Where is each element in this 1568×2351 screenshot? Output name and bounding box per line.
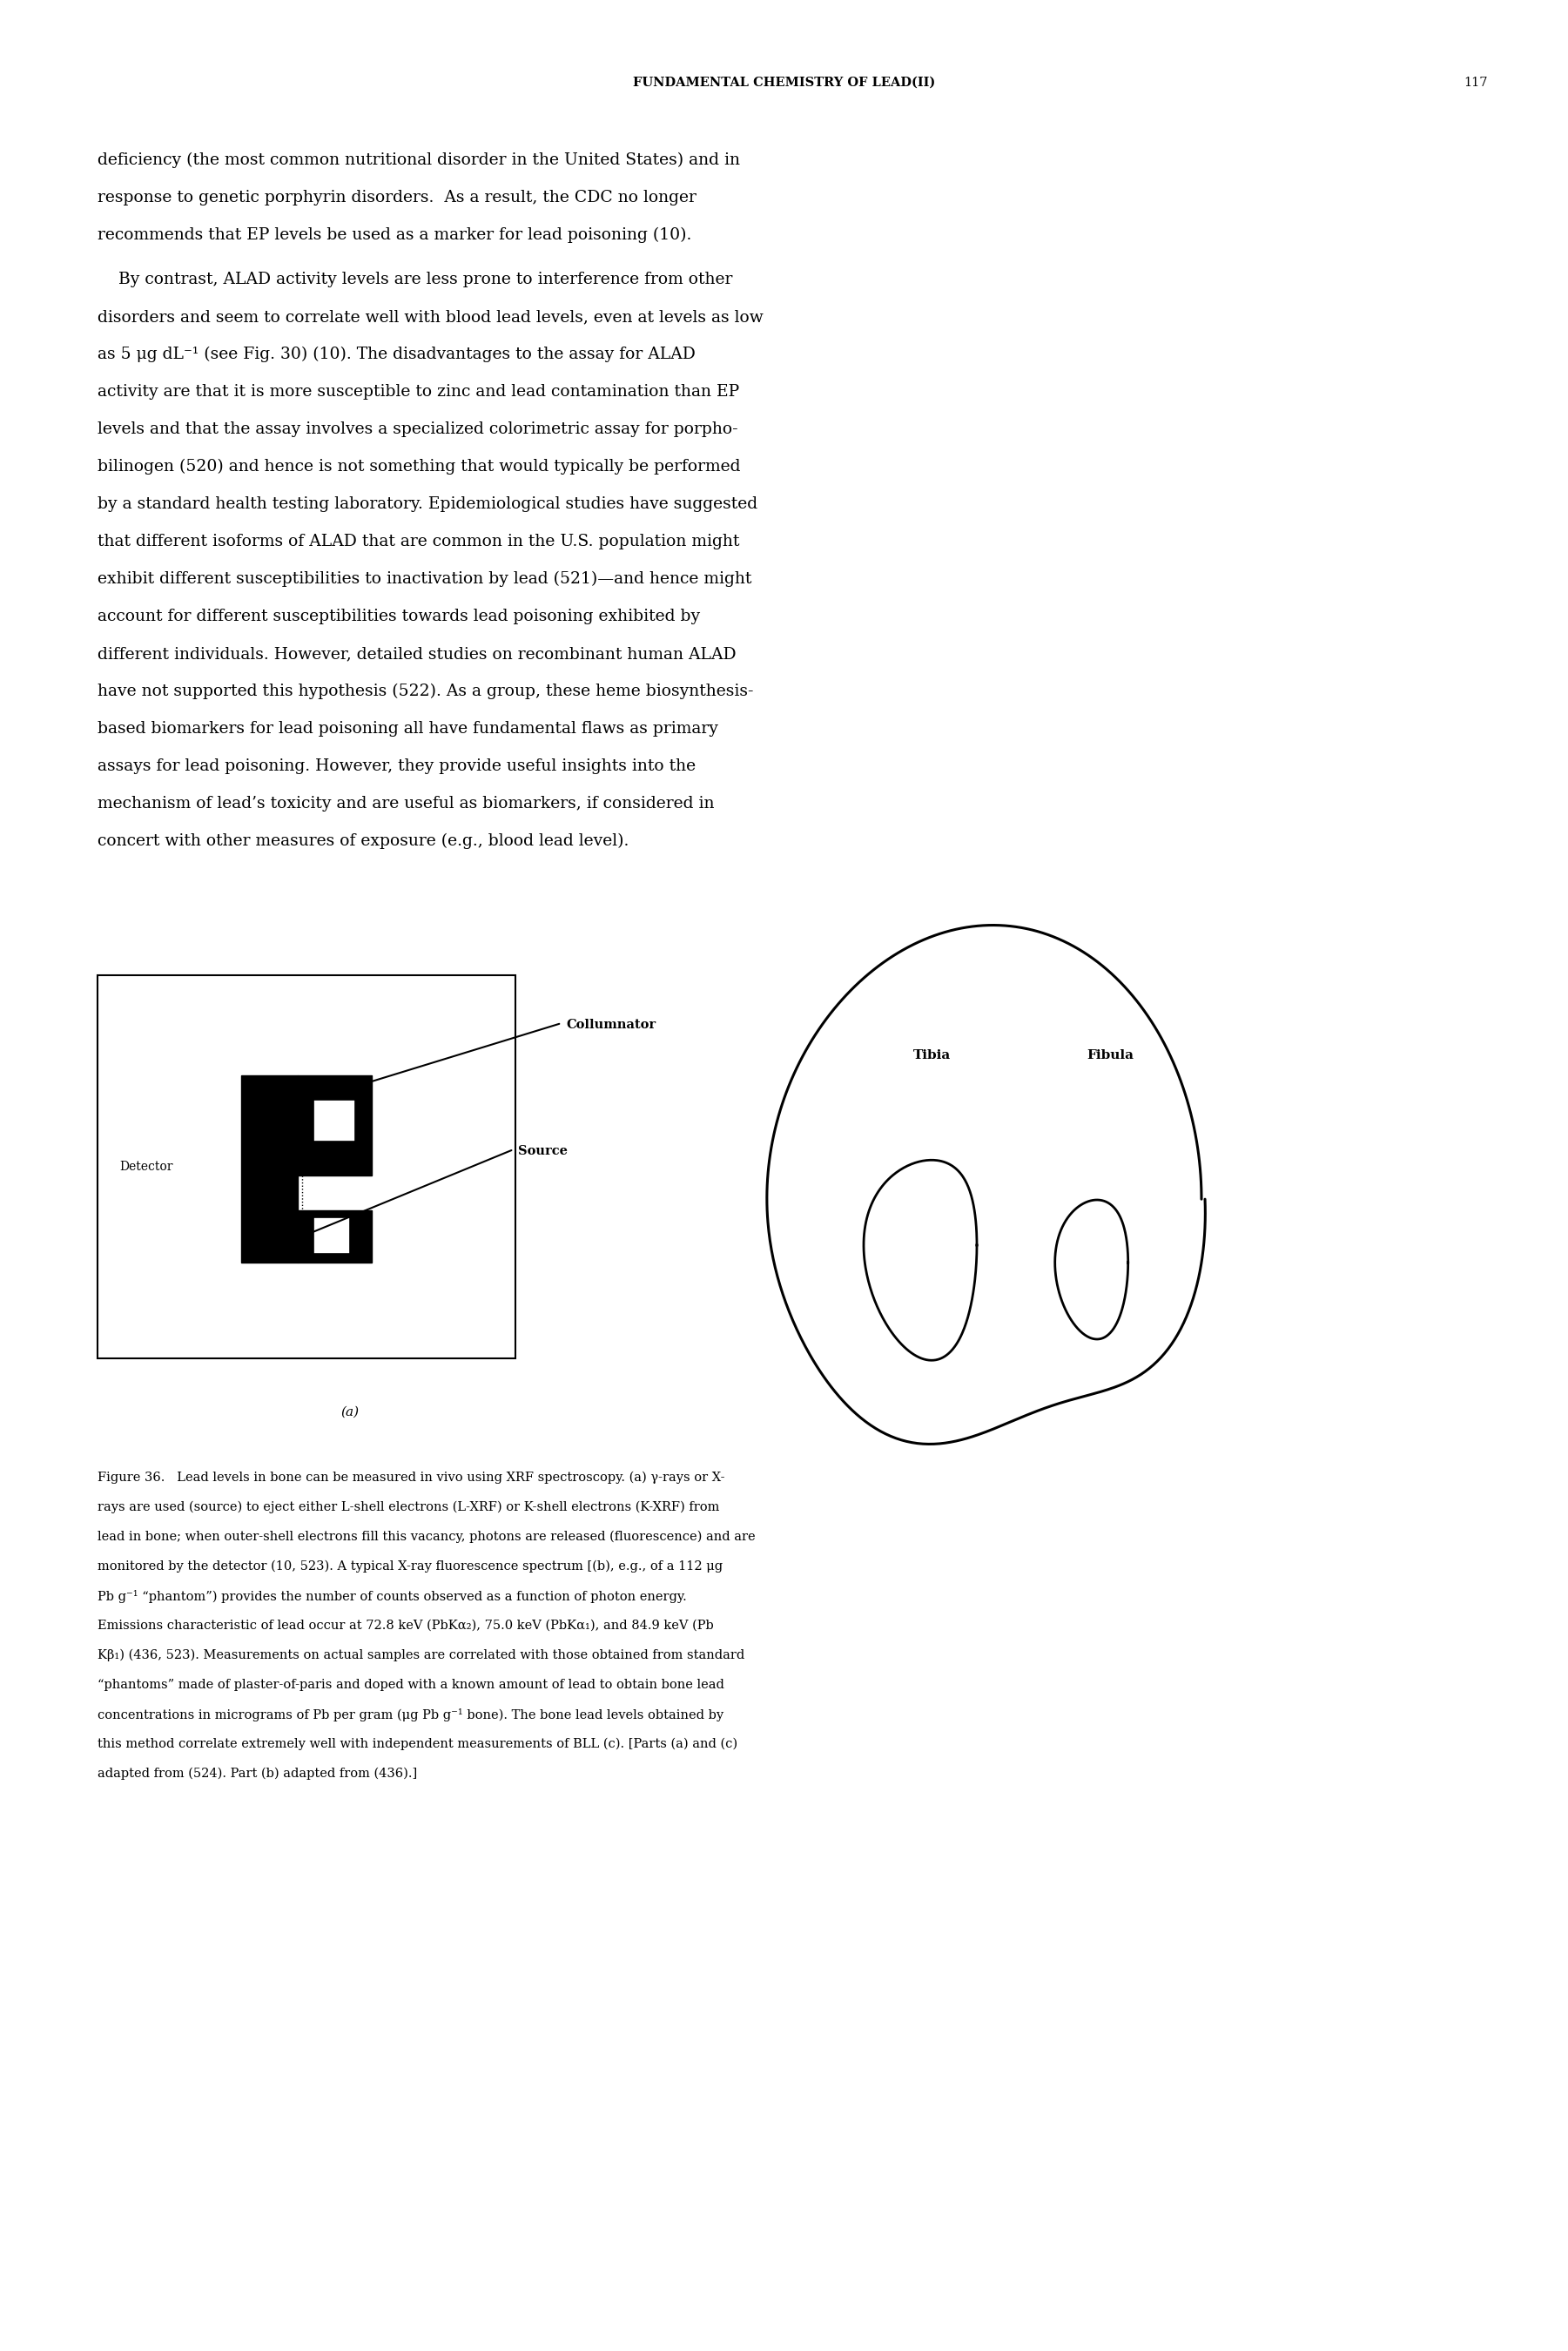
Text: mechanism of lead’s toxicity and are useful as biomarkers, if considered in: mechanism of lead’s toxicity and are use… [97,797,715,811]
Text: monitored by the detector (10, 523). A typical X-ray fluorescence spectrum [(b),: monitored by the detector (10, 523). A t… [97,1561,723,1573]
Text: deficiency (the most common nutritional disorder in the United States) and in: deficiency (the most common nutritional … [97,153,740,169]
Text: this method correlate extremely well with independent measurements of BLL (c). [: this method correlate extremely well wit… [97,1737,737,1751]
Text: activity are that it is more susceptible to zinc and lead contamination than EP: activity are that it is more susceptible… [97,383,739,400]
Text: levels and that the assay involves a specialized colorimetric assay for porpho-: levels and that the assay involves a spe… [97,421,739,437]
Text: disorders and seem to correlate well with blood lead levels, even at levels as l: disorders and seem to correlate well wit… [97,308,764,324]
Text: concert with other measures of exposure (e.g., blood lead level).: concert with other measures of exposure … [97,832,629,849]
Text: Tibia: Tibia [913,1049,950,1060]
Text: Detector: Detector [119,1161,172,1173]
Text: Fibula: Fibula [1087,1049,1134,1060]
Text: different individuals. However, detailed studies on recombinant human ALAD: different individuals. However, detailed… [97,647,737,661]
Text: assays for lead poisoning. However, they provide useful insights into the: assays for lead poisoning. However, they… [97,759,696,773]
Text: FUNDAMENTAL CHEMISTRY OF LEAD(II): FUNDAMENTAL CHEMISTRY OF LEAD(II) [633,78,935,89]
Bar [298,1074,372,1176]
Text: (a): (a) [340,1406,359,1418]
Bar [314,1100,356,1143]
Text: Source: Source [517,1145,568,1157]
Text: account for different susceptibilities towards lead poisoning exhibited by: account for different susceptibilities t… [97,609,699,625]
Text: 117: 117 [1465,78,1488,89]
Text: adapted from (524). Part (b) adapted from (436).]: adapted from (524). Part (b) adapted fro… [97,1768,417,1780]
Bar [241,1074,298,1262]
Text: response to genetic porphyrin disorders.  As a result, the CDC no longer: response to genetic porphyrin disorders.… [97,190,696,205]
Text: as 5 μg dL⁻¹ (see Fig. 30) (10). The disadvantages to the assay for ALAD: as 5 μg dL⁻¹ (see Fig. 30) (10). The dis… [97,346,696,362]
Text: “phantoms” made of plaster-of-paris and doped with a known amount of lead to obt: “phantoms” made of plaster-of-paris and … [97,1679,724,1690]
Text: rays are used (source) to eject either L-shell electrons (L-XRF) or K-shell elec: rays are used (source) to eject either L… [97,1502,720,1514]
Text: Pb g⁻¹ “phantom”) provides the number of counts observed as a function of photon: Pb g⁻¹ “phantom”) provides the number of… [97,1589,687,1603]
Text: have not supported this hypothesis (522). As a group, these heme biosynthesis-: have not supported this hypothesis (522)… [97,684,754,701]
Text: lead in bone; when outer-shell electrons fill this vacancy, photons are released: lead in bone; when outer-shell electrons… [97,1531,756,1542]
Bar [97,976,516,1359]
Text: Collumnator: Collumnator [566,1018,655,1032]
Bar [314,1218,350,1253]
Bar [298,1211,372,1262]
Text: exhibit different susceptibilities to inactivation by lead (521)—and hence might: exhibit different susceptibilities to in… [97,571,751,588]
Text: Figure 36.   Lead levels in bone can be measured in vivo using XRF spectroscopy.: Figure 36. Lead levels in bone can be me… [97,1472,724,1483]
Text: that different isoforms of ALAD that are common in the U.S. population might: that different isoforms of ALAD that are… [97,534,740,550]
Text: concentrations in micrograms of Pb per gram (μg Pb g⁻¹ bone). The bone lead leve: concentrations in micrograms of Pb per g… [97,1709,723,1721]
Text: by a standard health testing laboratory. Epidemiological studies have suggested: by a standard health testing laboratory.… [97,496,757,513]
Text: based biomarkers for lead poisoning all have fundamental flaws as primary: based biomarkers for lead poisoning all … [97,722,718,736]
Text: By contrast, ALAD activity levels are less prone to interference from other: By contrast, ALAD activity levels are le… [97,273,732,287]
Text: bilinogen (520) and hence is not something that would typically be performed: bilinogen (520) and hence is not somethi… [97,458,740,475]
Text: Emissions characteristic of lead occur at 72.8 keV (PbKα₂), 75.0 keV (PbKα₁), an: Emissions characteristic of lead occur a… [97,1620,713,1632]
Text: recommends that EP levels be used as a marker for lead poisoning (10).: recommends that EP levels be used as a m… [97,228,691,242]
Text: Kβ₁) (436, 523). Measurements on actual samples are correlated with those obtain: Kβ₁) (436, 523). Measurements on actual … [97,1648,745,1662]
